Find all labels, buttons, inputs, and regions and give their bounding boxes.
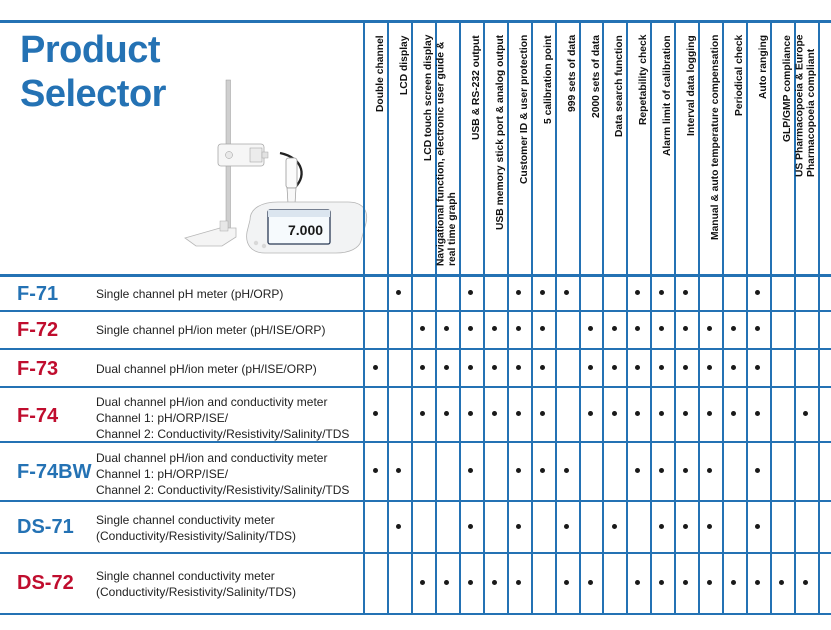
svg-text:7.000: 7.000 xyxy=(288,222,323,238)
